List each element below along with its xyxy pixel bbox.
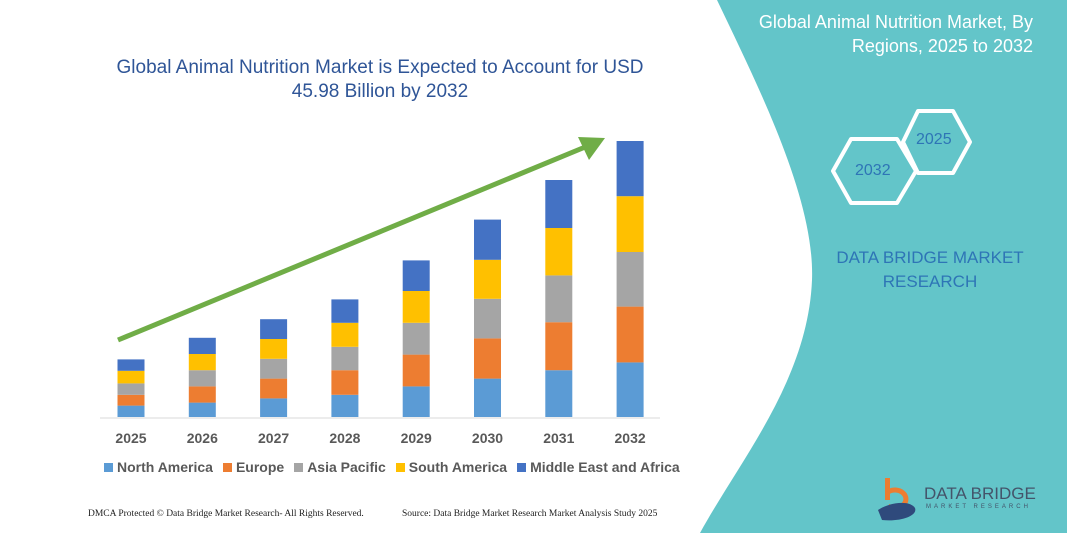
bar-segment-middle-east-and-africa-2030 bbox=[474, 219, 501, 260]
bar-segment-north-america-2031 bbox=[545, 370, 573, 417]
bar-segment-europe-2031 bbox=[545, 322, 573, 371]
bar-segment-asia-pacific-2032 bbox=[616, 252, 644, 307]
bar-segment-middle-east-and-africa-2032 bbox=[616, 141, 644, 197]
logo-text: DATA BRIDGE bbox=[924, 484, 1036, 503]
bar-segment-south-america-2029 bbox=[402, 291, 430, 323]
bar-segment-south-america-2025 bbox=[117, 370, 145, 384]
bar-segment-south-america-2026 bbox=[188, 354, 216, 371]
bars-group bbox=[117, 141, 644, 417]
bar-segment-south-america-2027 bbox=[260, 339, 288, 359]
legend-item-middle-east-africa: Middle East and Africa bbox=[517, 459, 680, 475]
x-tick-label: 2028 bbox=[329, 430, 360, 446]
bar-segment-asia-pacific-2030 bbox=[474, 298, 501, 339]
side-panel-background bbox=[700, 0, 1067, 533]
bar-segment-europe-2030 bbox=[474, 338, 501, 379]
bar-segment-north-america-2025 bbox=[117, 405, 145, 417]
bar-segment-asia-pacific-2028 bbox=[331, 346, 359, 371]
hexagon-2032 bbox=[831, 137, 918, 205]
bar-segment-middle-east-and-africa-2028 bbox=[331, 299, 359, 323]
trend-arrow bbox=[117, 137, 605, 343]
x-tick-label: 2030 bbox=[472, 430, 503, 446]
bar-segment-north-america-2027 bbox=[260, 398, 288, 417]
x-tick-label: 2031 bbox=[543, 430, 574, 446]
bar-segment-asia-pacific-2025 bbox=[117, 383, 145, 395]
bar-segment-middle-east-and-africa-2026 bbox=[188, 337, 216, 354]
bar-segment-europe-2028 bbox=[331, 370, 359, 395]
legend-item-south-america: South America bbox=[395, 459, 507, 475]
bar-segment-south-america-2031 bbox=[545, 228, 573, 276]
brand-text: DATA BRIDGE MARKET RESEARCH bbox=[836, 248, 1024, 291]
legend-item-asia-pacific: Asia Pacific bbox=[294, 459, 386, 475]
bar-segment-south-america-2032 bbox=[616, 196, 644, 252]
bar-segment-north-america-2032 bbox=[616, 362, 644, 417]
x-axis-ticks: 2025 2026 2027 2028 2029 2030 2031 2032 bbox=[115, 430, 645, 446]
x-tick-label: 2029 bbox=[401, 430, 432, 446]
hexagon-2025 bbox=[901, 109, 972, 175]
hex-label-2025: 2025 bbox=[916, 131, 952, 148]
bar-segment-south-america-2028 bbox=[331, 322, 359, 347]
bar-segment-asia-pacific-2026 bbox=[188, 370, 216, 387]
bar-segment-middle-east-and-africa-2027 bbox=[260, 319, 288, 339]
chart-title: Global Animal Nutrition Market is Expect… bbox=[116, 57, 644, 102]
x-tick-label: 2027 bbox=[258, 430, 289, 446]
bar-segment-asia-pacific-2029 bbox=[402, 322, 430, 355]
bar-segment-europe-2026 bbox=[188, 386, 216, 403]
bar-segment-asia-pacific-2027 bbox=[260, 358, 288, 379]
bar-segment-middle-east-and-africa-2025 bbox=[117, 359, 145, 371]
legend-item-europe: Europe bbox=[222, 459, 284, 475]
bar-segment-middle-east-and-africa-2031 bbox=[545, 180, 573, 228]
legend-item-north-america: North America bbox=[104, 459, 213, 475]
bar-segment-europe-2027 bbox=[260, 378, 288, 399]
bar-segment-south-america-2030 bbox=[474, 259, 501, 299]
bar-segment-middle-east-and-africa-2029 bbox=[402, 260, 430, 291]
bar-segment-north-america-2026 bbox=[188, 402, 216, 417]
x-tick-label: 2032 bbox=[615, 430, 646, 446]
hex-label-2032: 2032 bbox=[855, 162, 891, 179]
footer-copyright: DMCA Protected © Data Bridge Market Rese… bbox=[88, 509, 364, 519]
legend: North America Europe Asia Pacific South … bbox=[104, 459, 680, 475]
footer-source: Source: Data Bridge Market Research Mark… bbox=[402, 509, 658, 519]
x-tick-label: 2026 bbox=[187, 430, 218, 446]
x-tick-label: 2025 bbox=[115, 430, 146, 446]
bar-segment-europe-2032 bbox=[616, 306, 644, 363]
bar-segment-north-america-2030 bbox=[474, 378, 501, 417]
bar-segment-north-america-2029 bbox=[402, 386, 430, 417]
bar-segment-north-america-2028 bbox=[331, 394, 359, 417]
bar-segment-europe-2029 bbox=[402, 354, 430, 387]
logo-mark bbox=[878, 478, 916, 521]
bar-segment-europe-2025 bbox=[117, 394, 145, 406]
side-panel-title: Global Animal Nutrition Market, By Regio… bbox=[758, 12, 1033, 56]
bar-segment-asia-pacific-2031 bbox=[545, 275, 573, 323]
logo-subtext: MARKET RESEARCH bbox=[926, 504, 1031, 510]
